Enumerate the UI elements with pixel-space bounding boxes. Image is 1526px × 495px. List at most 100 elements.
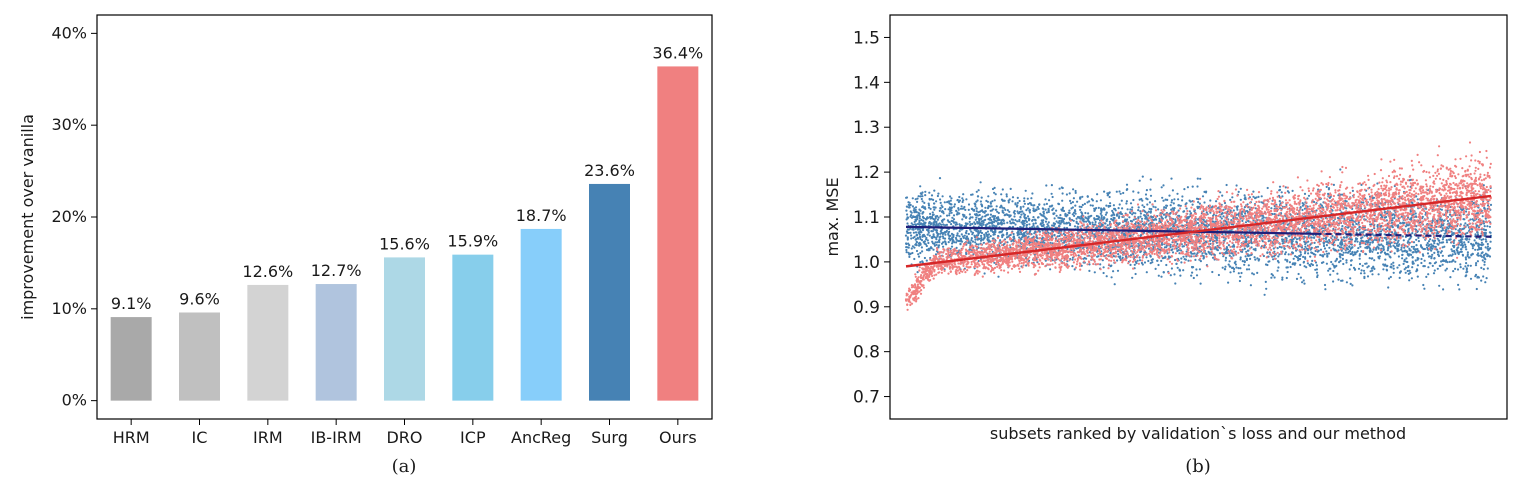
scatter-point: [906, 217, 909, 220]
scatter-point: [1165, 246, 1168, 249]
scatter-point: [912, 215, 915, 218]
scatter-point: [1276, 247, 1279, 250]
scatter-point: [955, 209, 958, 212]
scatter-point: [1239, 256, 1242, 259]
scatter-point: [1271, 274, 1275, 277]
scatter-point: [1433, 269, 1436, 272]
scatter-point: [1406, 241, 1409, 244]
scatter-point: [1345, 261, 1348, 264]
scatter-point: [1426, 242, 1429, 245]
scatter-point: [1299, 276, 1302, 279]
scatter-point: [1018, 236, 1021, 239]
scatter-point: [1403, 260, 1406, 263]
scatter-point: [1338, 261, 1341, 264]
scatter-point: [1465, 248, 1468, 251]
scatter-point: [1439, 264, 1442, 268]
scatter-point: [1125, 188, 1128, 191]
scatter-point: [932, 248, 935, 251]
scatter-point: [1033, 226, 1036, 229]
scatter-point: [997, 234, 1000, 238]
scatter-point: [1089, 222, 1092, 225]
scatter-point: [1087, 215, 1090, 218]
scatter-point: [1346, 226, 1350, 229]
scatter-point: [914, 206, 918, 209]
scatter-point: [1489, 240, 1492, 243]
bar-chart-panel: 0%10%20%30%40% 9.1% 9.6%12.6% 12.7%15.6% 15…: [18, 14, 713, 477]
scatter-point: [1356, 240, 1359, 243]
scatter-point: [1105, 219, 1108, 223]
scatter-point: [1345, 259, 1348, 262]
scatter-point: [1204, 191, 1208, 194]
scatter-point: [1044, 220, 1048, 223]
scatter-point: [971, 193, 974, 196]
scatter-point: [1411, 266, 1414, 269]
scatter-point: [1058, 187, 1061, 190]
scatter-point: [1068, 217, 1071, 220]
scatter-point: [1382, 263, 1385, 266]
scatter-point: [1301, 208, 1304, 212]
scatter-point: [1357, 247, 1360, 250]
scatter-point: [919, 242, 922, 246]
scatter-point: [1430, 243, 1433, 246]
scatter-point: [1036, 205, 1039, 209]
scatter-point: [1415, 251, 1418, 254]
scatter-point: [1480, 252, 1483, 255]
scatter-point: [1209, 199, 1212, 202]
scatter-point: [1245, 258, 1248, 262]
scatter-point: [1000, 223, 1003, 226]
scatter-point: [1136, 259, 1139, 262]
scatter-point: [970, 207, 973, 210]
scatter-point: [1137, 216, 1140, 219]
scatter-point: [959, 243, 962, 246]
scatter-point: [1403, 246, 1406, 249]
scatter-point: [1027, 202, 1030, 206]
scatter-point: [1422, 247, 1425, 251]
scatter-point: [1486, 247, 1489, 250]
scatter-point: [1126, 208, 1129, 211]
scatter-point: [1385, 269, 1389, 272]
scatter-point: [904, 234, 908, 237]
scatter-point: [973, 236, 977, 239]
scatter-point: [934, 215, 938, 218]
scatter-point: [1171, 248, 1174, 251]
scatter-point: [1032, 222, 1035, 225]
scatter-point: [953, 203, 957, 206]
scatter-point: [920, 218, 923, 221]
scatter-point: [1051, 208, 1054, 212]
scatter-point: [922, 240, 925, 244]
scatter-point: [950, 223, 953, 226]
scatter-point: [1220, 217, 1223, 220]
scatter-point: [1168, 228, 1171, 231]
scatter-point: [962, 193, 965, 196]
scatter-point: [1126, 218, 1129, 221]
scatter-point: [1093, 271, 1096, 274]
scatter-point: [1283, 247, 1286, 250]
scatter-point: [978, 218, 981, 221]
scatter-point: [939, 198, 942, 201]
scatter-point: [993, 217, 996, 220]
scatter-point: [1448, 260, 1451, 263]
scatter-point: [1349, 252, 1352, 256]
scatter-point: [1058, 222, 1062, 225]
scatter-point: [1195, 197, 1199, 200]
scatter-point: [1312, 218, 1315, 222]
scatter-point: [1032, 216, 1035, 219]
scatter-point: [1051, 224, 1054, 227]
scatter-point: [1139, 210, 1142, 213]
scatter-point: [1243, 260, 1246, 263]
scatter-point: [1484, 217, 1487, 220]
scatter-point: [1427, 255, 1431, 258]
scatter-point: [1179, 274, 1182, 277]
scatter-point: [1211, 270, 1214, 274]
scatter-point: [1177, 204, 1180, 207]
scatter-point: [952, 218, 956, 221]
scatter-point: [1192, 276, 1195, 280]
scatter-point: [1415, 244, 1418, 247]
scatter-point: [1227, 263, 1230, 266]
scatter-point: [989, 209, 992, 212]
scatter-point: [920, 239, 924, 242]
scatter-point: [1020, 213, 1023, 216]
scatter-point: [1216, 236, 1219, 239]
scatter-point: [1034, 231, 1037, 234]
bar-chart-y-ticks: 0%10%20%30%40%: [51, 23, 97, 410]
